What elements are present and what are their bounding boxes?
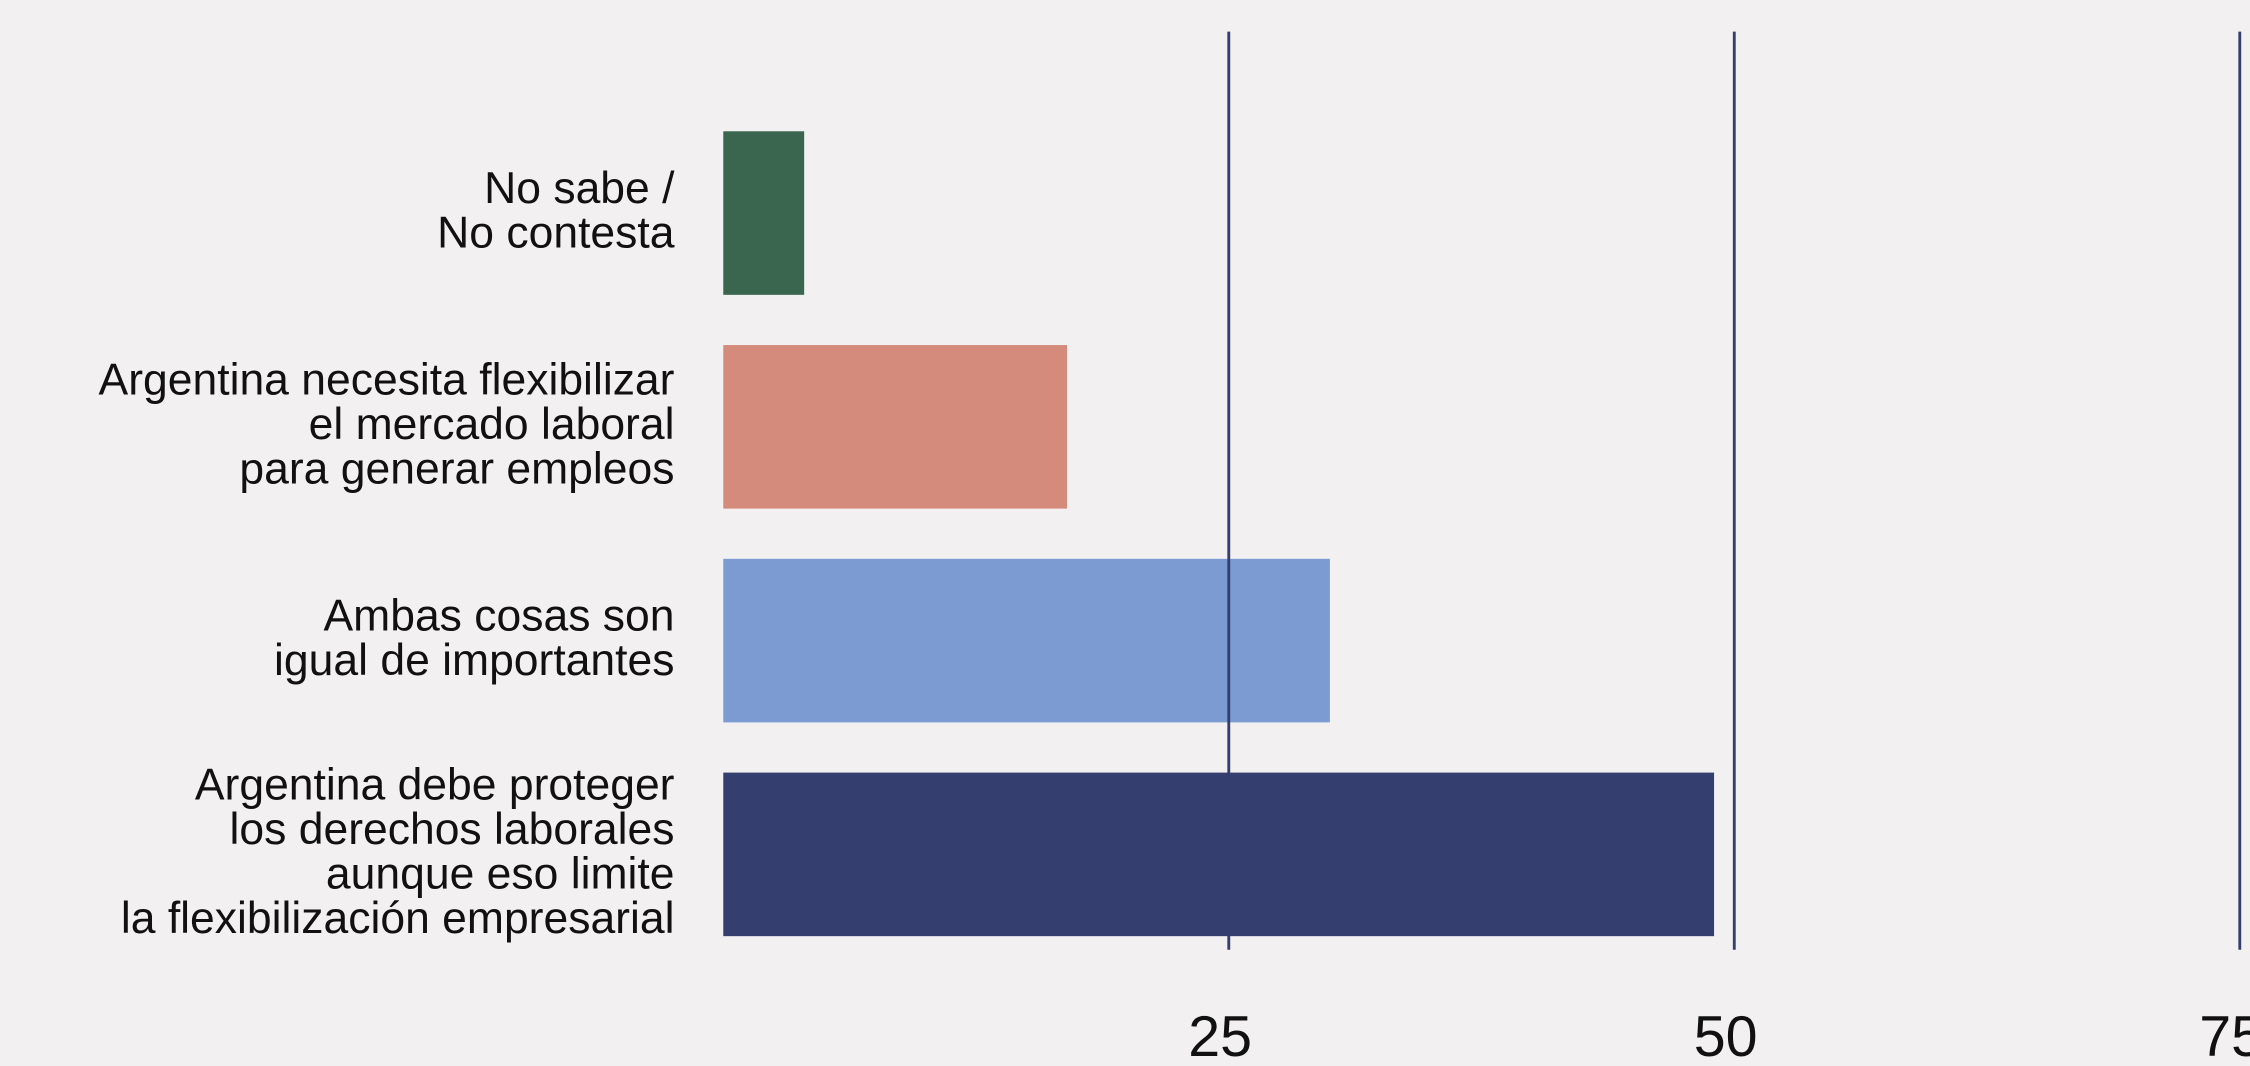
y-tick-label: Ambas cosas son igual de importantes xyxy=(262,591,675,684)
y-tick-label: Argentina debe proteger los derechos lab… xyxy=(109,760,675,942)
bar xyxy=(723,345,1068,509)
bar xyxy=(723,558,1330,723)
y-tick-label: No sabe / No contesta xyxy=(425,164,675,257)
x-tick-label: 50 xyxy=(1694,1005,1758,1066)
y-tick-label: Argentina necesita flexibilizar el merca… xyxy=(99,355,675,493)
bar xyxy=(723,131,805,295)
x-tick-label: 25 xyxy=(1188,1005,1252,1066)
bar xyxy=(723,772,1715,937)
x-tick-label: 75 xyxy=(2199,1005,2250,1066)
